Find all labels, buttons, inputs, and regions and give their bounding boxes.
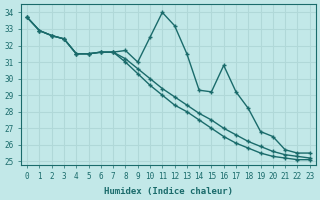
X-axis label: Humidex (Indice chaleur): Humidex (Indice chaleur)	[104, 187, 233, 196]
